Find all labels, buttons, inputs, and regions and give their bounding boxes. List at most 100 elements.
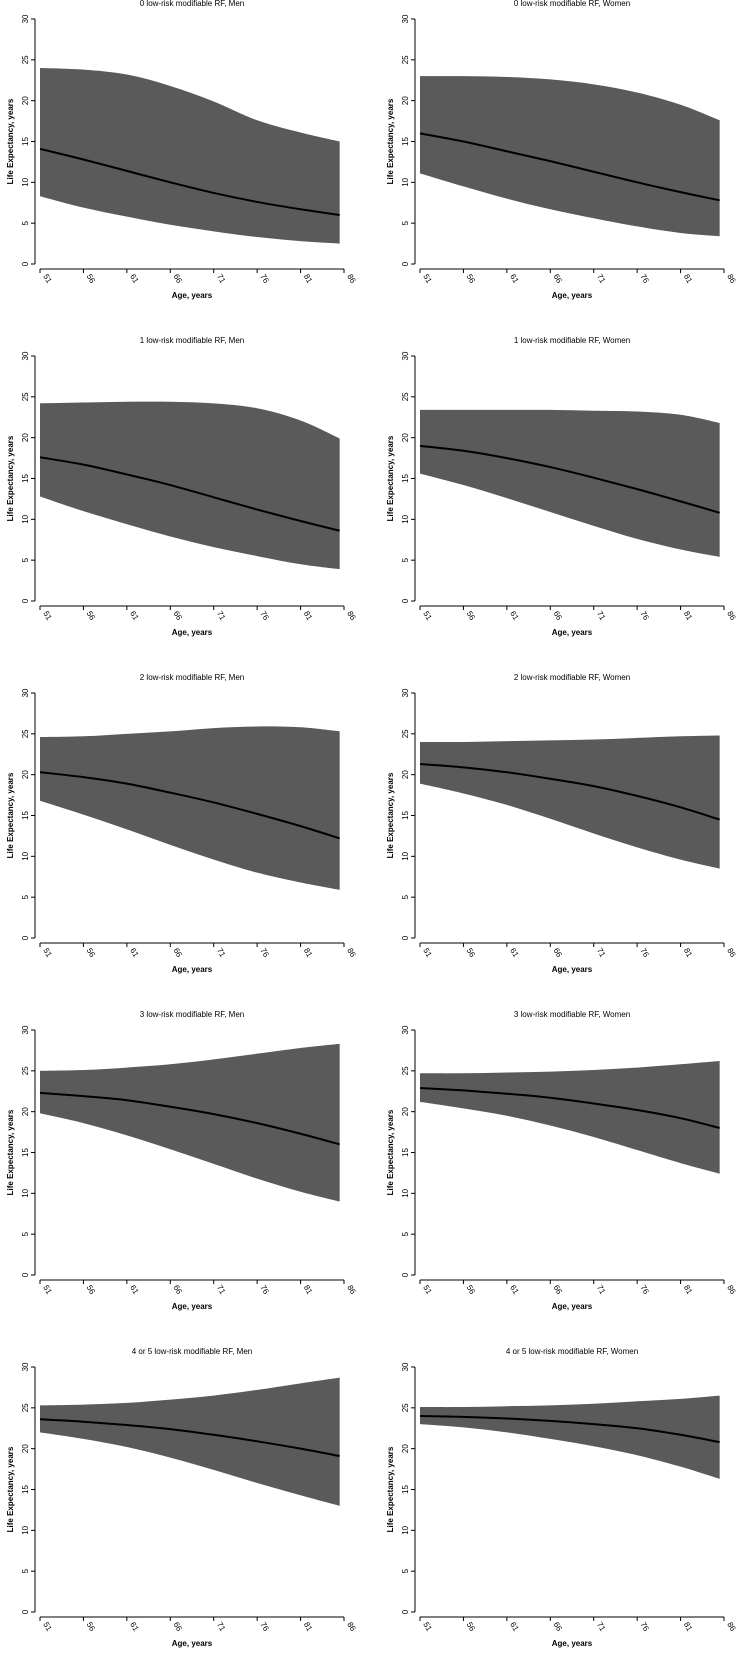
y-tick-label: 30 [21,1025,30,1034]
panel-title: 4 or 5 low-risk modifiable RF, Men [132,1347,252,1356]
y-tick-label: 0 [401,935,410,940]
y-tick-label: 25 [401,729,410,738]
y-tick-label: 5 [401,557,410,562]
x-tick-label: 66 [172,273,185,286]
y-tick-label: 15 [401,1148,410,1157]
x-tick-label: 86 [345,1284,358,1297]
y-tick-label: 25 [401,392,410,401]
y-tick-label: 0 [401,1609,410,1614]
y-tick-label: 10 [21,177,30,186]
y-tick-label: 20 [21,96,30,105]
y-tick-label: 30 [401,688,410,697]
x-axis-label: Age, years [552,628,593,637]
y-tick-label: 30 [21,1362,30,1371]
y-tick-label: 15 [21,1485,30,1494]
estimate-line [39,456,340,532]
x-tick-label: 66 [172,1621,185,1634]
x-tick-label: 81 [302,273,315,286]
y-tick-label: 5 [21,1231,30,1236]
y-tick-label: 15 [401,1485,410,1494]
panel-title: 4 or 5 low-risk modifiable RF, Women [506,1347,638,1356]
x-tick-label: 51 [41,1284,54,1297]
x-tick-label: 66 [552,610,565,623]
x-tick-label: 81 [302,1284,315,1297]
y-tick-label: 30 [401,351,410,360]
x-tick-label: 61 [128,1284,141,1297]
confidence-band [40,1377,340,1506]
x-tick-label: 56 [465,1621,478,1634]
x-axis-label: Age, years [552,965,593,974]
y-tick-label: 15 [401,811,410,820]
y-tick-label: 25 [21,55,30,64]
y-tick-label: 20 [21,1107,30,1116]
y-tick-label: 20 [21,770,30,779]
confidence-band [40,68,340,244]
x-tick-label: 71 [595,610,608,623]
y-tick-label: 0 [21,1609,30,1614]
y-axis-label: Life Expectancy, years [386,772,395,858]
confidence-band [40,401,340,570]
y-tick-label: 20 [21,1444,30,1453]
y-tick-label: 20 [401,1107,410,1116]
y-tick-label: 0 [401,1272,410,1277]
y-axis-label: Life Expectancy, years [386,435,395,521]
x-tick-label: 71 [215,1621,228,1634]
y-tick-label: 25 [401,55,410,64]
panel-title: 3 low-risk modifiable RF, Women [514,1010,630,1019]
confidence-band [420,409,720,557]
x-tick-label: 51 [421,1284,434,1297]
x-tick-label: 56 [85,610,98,623]
y-tick-label: 25 [21,1403,30,1412]
x-tick-label: 86 [345,1621,358,1634]
y-tick-label: 10 [21,514,30,523]
x-tick-label: 56 [465,947,478,960]
x-tick-label: 71 [595,947,608,960]
panel-9: 4 or 5 low-risk modifiable RF, Men 0 5 10 15… [6,1347,358,1648]
x-tick-label: 71 [595,1284,608,1297]
estimate-line [419,763,720,821]
x-tick-label: 81 [682,610,695,623]
y-tick-label: 5 [21,220,30,225]
x-tick-label: 66 [552,1621,565,1634]
x-tick-label: 81 [302,947,315,960]
y-tick-label: 30 [401,14,410,23]
y-tick-label: 25 [21,729,30,738]
y-tick-label: 25 [21,1066,30,1075]
panel-1: 0 low-risk modifiable RF, Men 0 5 10 15 20 25 3… [6,0,358,300]
x-tick-label: 66 [552,273,565,286]
y-tick-label: 15 [401,474,410,483]
x-tick-label: 81 [682,1284,695,1297]
confidence-band [420,735,720,869]
x-tick-label: 71 [215,273,228,286]
x-tick-label: 71 [215,610,228,623]
x-tick-label: 81 [302,610,315,623]
panel-title: 2 low-risk modifiable RF, Men [140,673,244,682]
x-tick-label: 61 [128,610,141,623]
panel-title: 1 low-risk modifiable RF, Women [514,336,630,345]
y-tick-label: 0 [401,598,410,603]
estimate-line [419,132,720,202]
x-tick-label: 71 [595,1621,608,1634]
x-tick-label: 56 [85,947,98,960]
y-axis-label: Life Expectancy, years [6,98,15,184]
y-tick-label: 20 [21,433,30,442]
y-tick-label: 0 [401,261,410,266]
x-tick-label: 76 [258,947,271,960]
panel-5: 2 low-risk modifiable RF, Men 0 5 10 15 20 25 3… [6,673,358,974]
x-tick-label: 51 [41,610,54,623]
x-tick-label: 51 [421,1621,434,1634]
y-tick-label: 10 [21,1188,30,1197]
y-tick-label: 20 [401,770,410,779]
x-tick-label: 81 [682,1621,695,1634]
x-axis-label: Age, years [552,1302,593,1311]
x-tick-label: 56 [85,273,98,286]
x-axis-label: Age, years [172,628,213,637]
x-axis-label: Age, years [172,1302,213,1311]
y-tick-label: 5 [401,894,410,899]
y-axis-label: Life Expectancy, years [386,1446,395,1532]
x-tick-label: 66 [172,610,185,623]
y-axis-label: Life Expectancy, years [6,435,15,521]
estimate-line [39,1091,340,1146]
confidence-band [420,76,720,237]
